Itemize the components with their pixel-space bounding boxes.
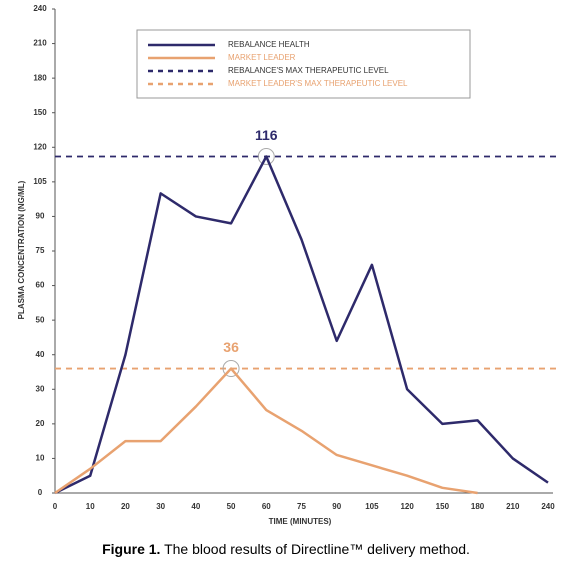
- y-tick-label: 40: [36, 350, 45, 359]
- x-axis-label: TIME (MINUTES): [269, 517, 332, 526]
- y-tick-label: 10: [36, 454, 45, 463]
- x-tick-label: 90: [332, 502, 341, 511]
- y-tick-label: 90: [36, 212, 45, 221]
- x-tick-label: 50: [227, 502, 236, 511]
- series-line: [54, 367, 478, 495]
- y-tick-label: 210: [33, 39, 47, 48]
- x-tick-label: 120: [400, 502, 414, 511]
- x-tick-label: 150: [436, 502, 450, 511]
- y-axis-label: PLASMA CONCENTRATION (NG/ML): [17, 180, 26, 319]
- legend-label: REBALANCE HEALTH: [228, 40, 310, 49]
- x-tick-label: 210: [506, 502, 520, 511]
- y-tick-label: 240: [33, 4, 47, 13]
- x-tick-label: 30: [156, 502, 165, 511]
- peak-label: 116: [255, 127, 278, 143]
- x-tick-label: 180: [471, 502, 485, 511]
- legend-label: REBALANCE'S MAX THERAPEUTIC LEVEL: [228, 66, 389, 75]
- x-tick-label: 75: [297, 502, 306, 511]
- peak-label: 36: [223, 339, 239, 355]
- caption-text: The blood results of Directline™ deliver…: [164, 541, 470, 557]
- y-tick-label: 50: [36, 315, 45, 324]
- x-tick-label: 10: [86, 502, 95, 511]
- y-tick-label: 180: [33, 73, 47, 82]
- y-tick-label: 150: [33, 108, 47, 117]
- y-tick-label: 60: [36, 281, 45, 290]
- x-tick-label: 105: [365, 502, 379, 511]
- y-tick-label: 120: [33, 142, 47, 151]
- x-tick-label: 60: [262, 502, 271, 511]
- series-line: [54, 155, 549, 495]
- x-tick-label: 40: [191, 502, 200, 511]
- peak-marker: [222, 360, 240, 378]
- x-tick-label: 20: [121, 502, 130, 511]
- x-tick-label: 240: [541, 502, 555, 511]
- caption-label: Figure 1.: [102, 541, 160, 557]
- legend-label: MARKET LEADER'S MAX THERAPEUTIC LEVEL: [228, 79, 408, 88]
- y-tick-label: 0: [38, 488, 43, 497]
- x-tick-label: 0: [53, 502, 58, 511]
- y-tick-label: 75: [36, 246, 45, 255]
- caption: Figure 1. The blood results of Directlin…: [102, 541, 470, 557]
- peak-marker: [257, 148, 275, 166]
- y-tick-label: 30: [36, 384, 45, 393]
- y-tick-label: 20: [36, 419, 45, 428]
- legend-label: MARKET LEADER: [228, 53, 296, 62]
- y-tick-label: 105: [33, 177, 47, 186]
- legend-box: [136, 29, 471, 99]
